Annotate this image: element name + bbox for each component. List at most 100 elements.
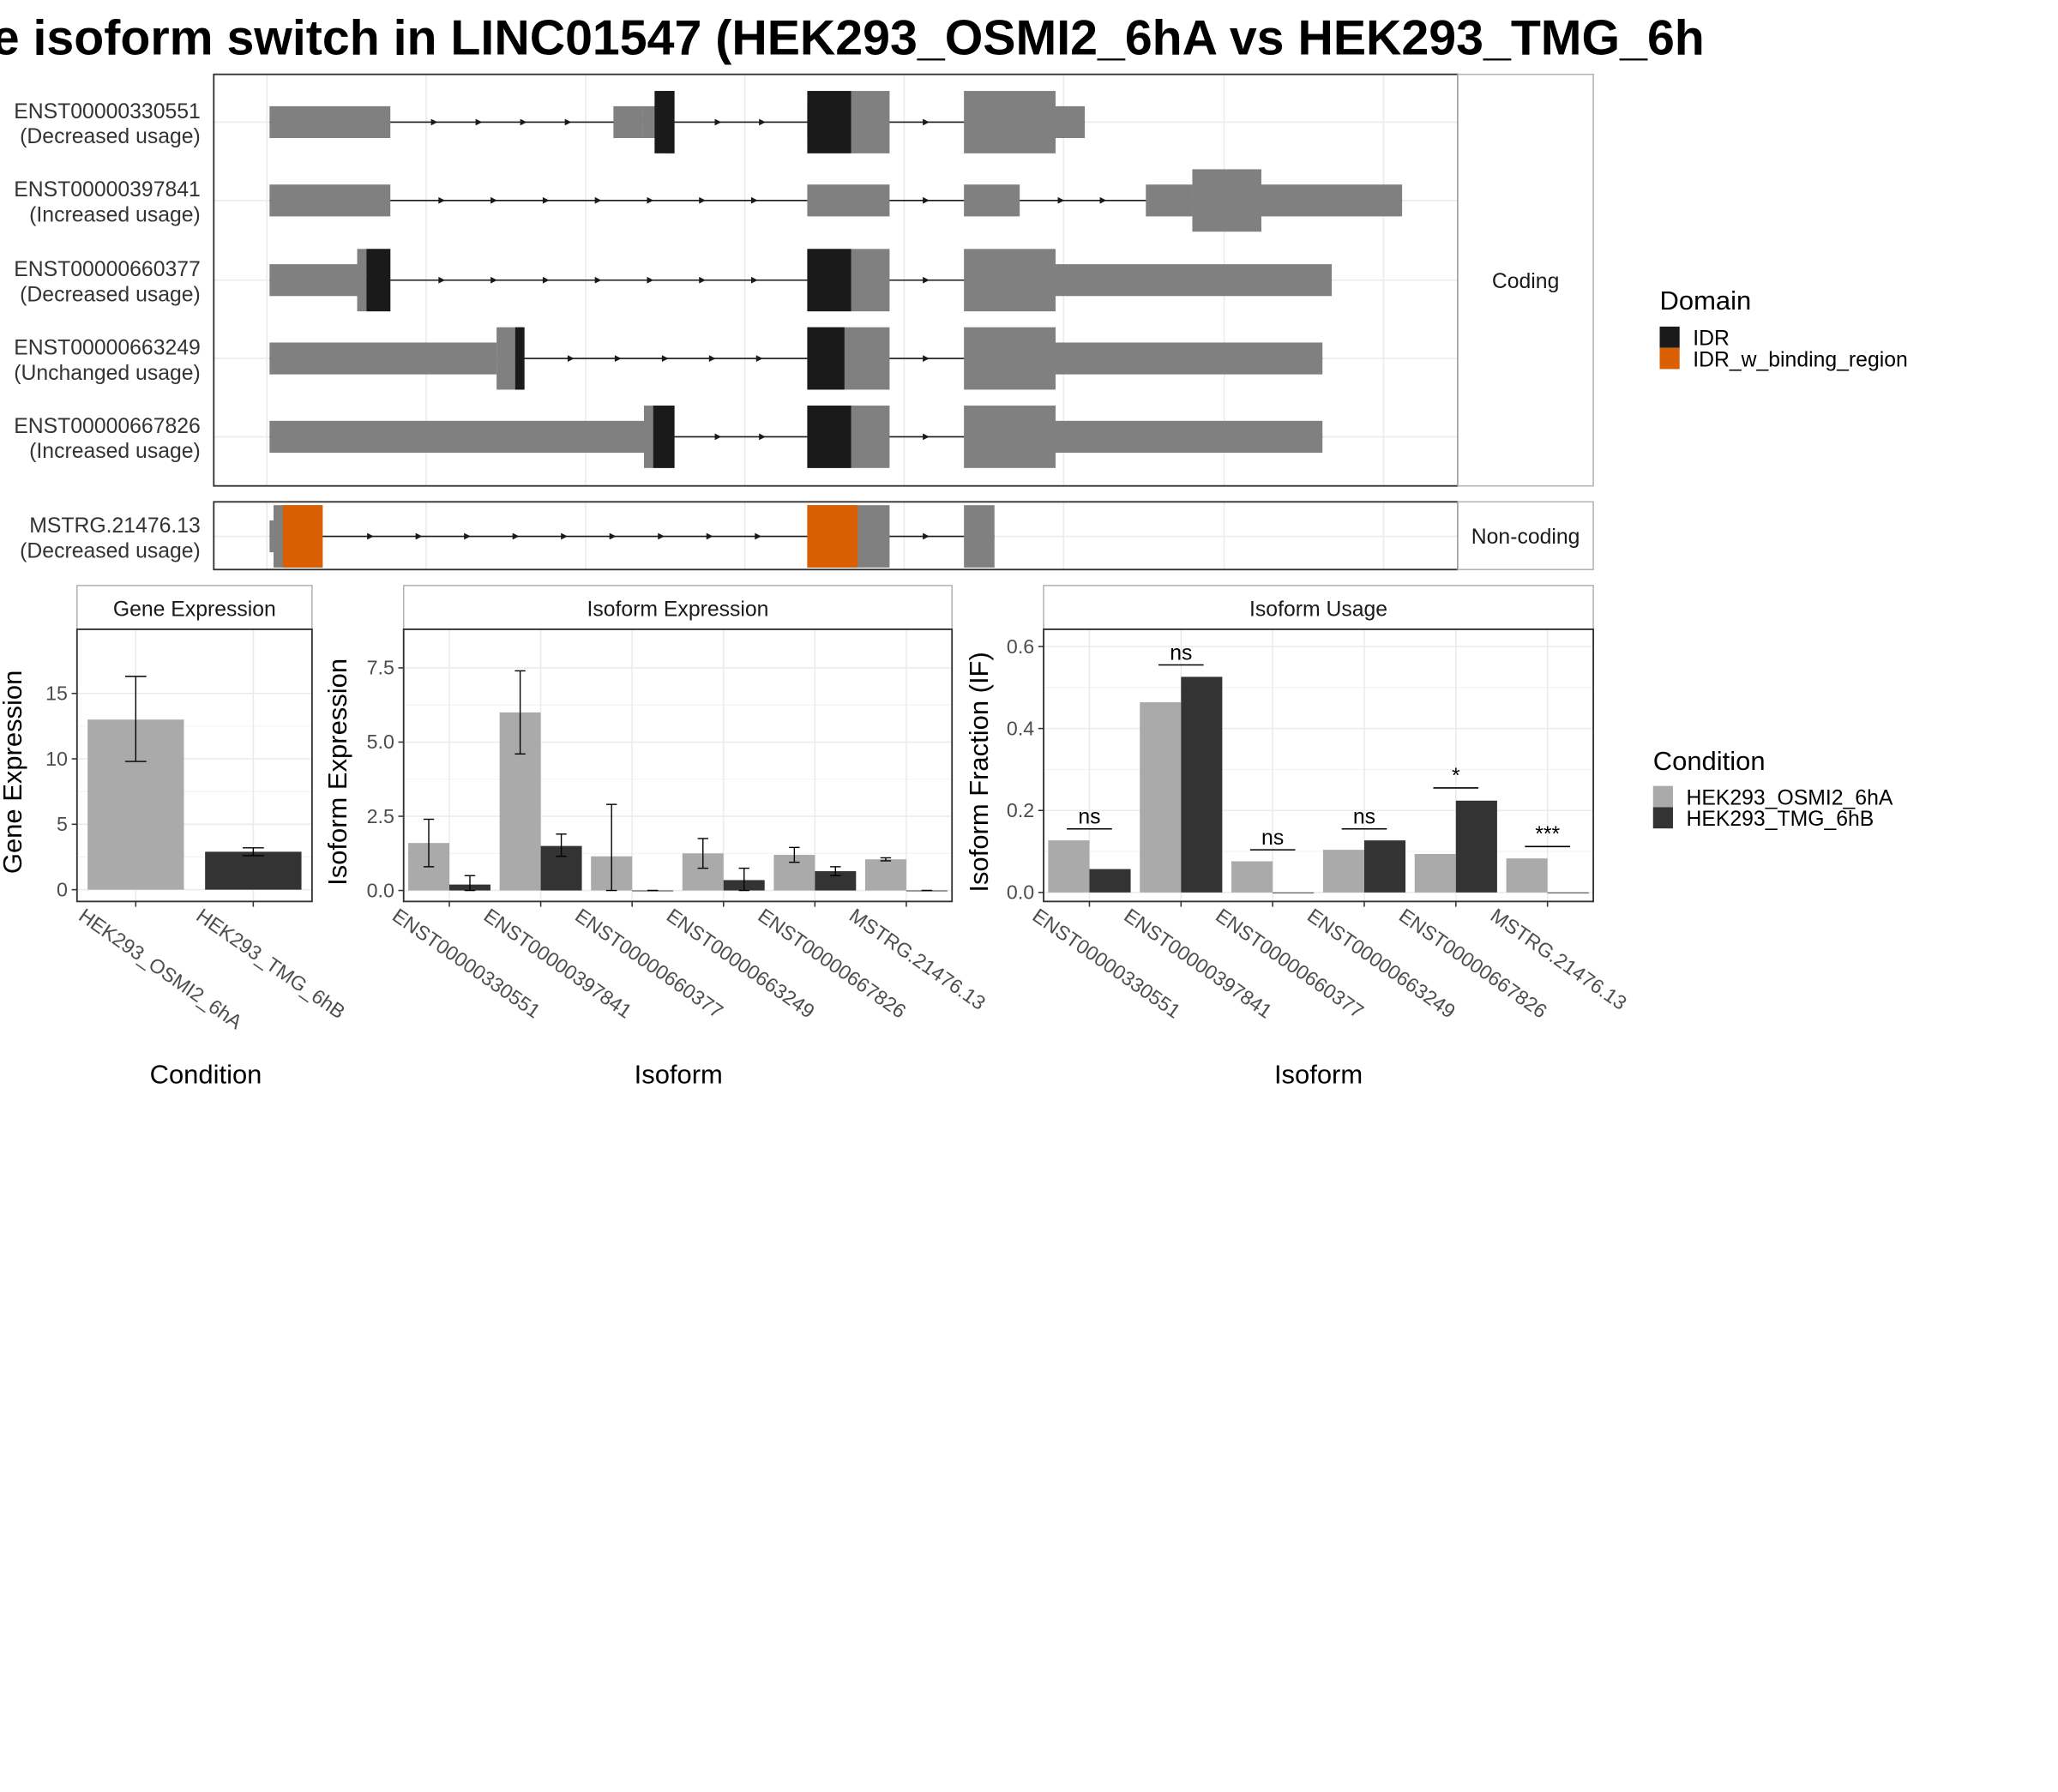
noncoding-exon (1055, 420, 1323, 454)
intron-arrow (438, 196, 446, 204)
intron-arrow (658, 532, 665, 540)
intron-arrow (759, 433, 766, 441)
significance-label: ns (1170, 641, 1192, 664)
y-tick-label: 10 (45, 748, 68, 770)
bar (815, 871, 857, 891)
y-tick-label: 5.0 (367, 731, 394, 753)
chart-title: Isoform Expression (587, 598, 768, 621)
y-tick-label: 0.0 (367, 879, 394, 901)
noncoding-exon (807, 184, 890, 217)
intron-arrow (490, 196, 497, 204)
legend-title: Domain (1660, 286, 1752, 316)
intron-arrow (708, 355, 716, 362)
intron-arrow (647, 276, 654, 284)
x-tick-label: ENST00000330551 (388, 904, 545, 1022)
isoform-label: ENST00000663249 (14, 336, 201, 359)
intron-arrow (751, 196, 758, 204)
intron-arrow (512, 532, 520, 540)
chart-isoform-usage: Isoform Usagensnsnsns****0.00.20.40.6ENS… (964, 585, 1631, 1089)
chart-title: Isoform Usage (1249, 598, 1387, 621)
facet-strip (1457, 73, 1594, 487)
domain-idr-w-binding-region (282, 505, 323, 568)
facet-strip (1457, 501, 1594, 571)
facet-strip (76, 585, 313, 630)
coding-exon (964, 505, 995, 568)
domain-idr (653, 406, 675, 468)
x-tick-label: ENST00000397841 (1120, 904, 1276, 1022)
domain-idr (807, 91, 851, 153)
noncoding-exon (269, 520, 274, 553)
x-tick-label: ENST00000663249 (1303, 904, 1459, 1022)
bar (1322, 850, 1364, 893)
facet-strip-label: Coding (1492, 270, 1559, 293)
isoform-label: ENST00000397841 (14, 178, 201, 201)
intron-arrow (609, 532, 617, 540)
isoform-label: MSTRG.21476.13 (29, 514, 201, 538)
domain-idr (514, 327, 525, 390)
intron-arrow (923, 196, 930, 204)
coding-exon (964, 406, 1056, 468)
coding-exon (851, 91, 890, 153)
intron-arrow (367, 532, 374, 540)
intron-arrow (661, 355, 669, 362)
intron-arrow (923, 355, 930, 362)
chart-isoform-expression: Isoform Expression 0.0 2.5 5.0 7.5 ENST000003… (322, 585, 990, 1089)
coding-exon (1192, 169, 1261, 232)
coding-exon (964, 249, 1056, 312)
intron-arrow (647, 196, 654, 204)
coding-exon (496, 327, 515, 390)
domain-idr (366, 249, 391, 312)
y-tick-label: 0.6 (1007, 635, 1034, 658)
domain-idr (807, 406, 851, 468)
domain-idr (807, 249, 851, 312)
figure-title: e isoform switch in LINC01547 (HEK293_OS… (0, 10, 1705, 65)
noncoding-exon (269, 264, 358, 297)
usage-label: (Increased usage) (29, 204, 201, 227)
structure-panel-noncoding: MSTRG.21476.13(Decreased usage) Non-codin… (20, 501, 1594, 571)
isoform-label: ENST00000660377 (14, 258, 201, 281)
intron-arrow (430, 118, 438, 126)
x-tick-label: ENST00000667826 (754, 904, 910, 1022)
noncoding-exon (1055, 264, 1333, 297)
domain-idr (807, 327, 845, 390)
intron-arrow (438, 276, 446, 284)
x-tick-label: ENST00000330551 (1028, 904, 1184, 1022)
coding-exon (964, 327, 1056, 390)
panel-border (402, 628, 954, 903)
facet-strip (1043, 585, 1594, 630)
noncoding-exon (1055, 342, 1323, 375)
transcript-ENST00000330551: ENST00000330551(Decreased usage) (14, 91, 1086, 153)
intron-arrow (564, 118, 572, 126)
usage-label: (Increased usage) (29, 440, 201, 463)
intron-arrow (714, 433, 722, 441)
isoform-switch-figure: e isoform switch in LINC01547 (HEK293_OS… (0, 10, 1908, 1089)
intron-arrow (714, 118, 722, 126)
x-tick-label: ENST00000397841 (480, 904, 636, 1022)
structure-panel-coding: ENST00000330551(Decreased usage) ENST0000… (14, 73, 1594, 487)
intron-arrow (520, 118, 527, 126)
y-axis-title: Isoform Fraction (IF) (964, 652, 994, 892)
legend-title: Condition (1653, 746, 1766, 776)
x-axis-title: Condition (150, 1059, 262, 1089)
domain-idr (654, 91, 675, 153)
intron-arrow (475, 118, 483, 126)
y-tick-label: 5 (57, 813, 68, 835)
usage-label: (Decreased usage) (20, 125, 201, 148)
intron-arrow (923, 118, 930, 126)
coding-exon (964, 91, 1056, 153)
noncoding-exon (1146, 184, 1193, 217)
significance-label: *** (1535, 823, 1560, 846)
significance-label: ns (1078, 806, 1100, 829)
intron-arrow (699, 276, 706, 284)
noncoding-exon (964, 184, 1020, 217)
intron-arrow (594, 196, 602, 204)
chart-title: Gene Expression (113, 598, 276, 621)
facet-strip (402, 585, 953, 630)
noncoding-exon (1261, 184, 1403, 217)
intron-arrow (923, 532, 930, 540)
intron-arrow (1099, 196, 1107, 204)
transcript-ENST00000667826: ENST00000667826(Increased usage) (14, 406, 1323, 468)
panel-border (75, 628, 313, 903)
